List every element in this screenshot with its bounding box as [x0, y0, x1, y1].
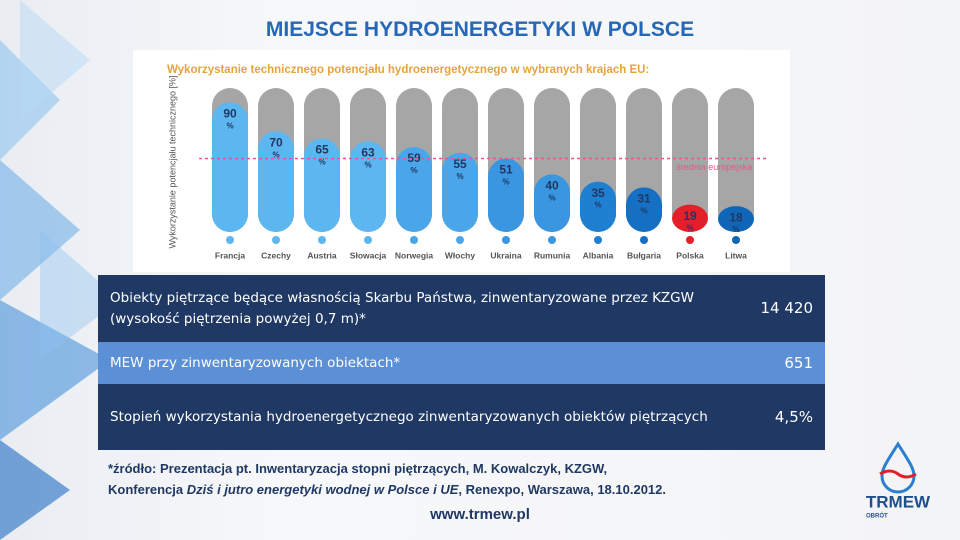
chart: Wykorzystanie technicznego potencjału hy…: [133, 50, 790, 272]
marker-dot: [686, 236, 694, 244]
table-row: Stopień wykorzystania hydroenergetyczneg…: [98, 384, 825, 450]
x-tick-label: Norwegia: [395, 250, 434, 260]
bar: [718, 206, 754, 232]
x-tick-label: Rumunia: [534, 250, 571, 260]
value-unit: %: [318, 158, 325, 167]
source-line: *źródło: Prezentacja pt. Inwentaryzacja …: [108, 461, 608, 476]
bar: [534, 174, 570, 232]
slide-title: MIEJSCE HYDROENERGETYKI W POLSCE: [265, 18, 695, 41]
x-tick-label: Czechy: [261, 250, 291, 260]
y-axis-label: Wykorzystanie potencjału technicznego [%…: [167, 75, 177, 248]
value-label: 31: [637, 192, 651, 206]
text: Konferencja: [108, 482, 187, 497]
value-unit: %: [410, 166, 417, 175]
x-tick-label: Litwa: [725, 250, 747, 260]
value-label: 51: [499, 163, 513, 177]
marker-dot: [272, 236, 280, 244]
x-tick-label: Słowacja: [350, 250, 387, 260]
bar: [488, 158, 524, 232]
table-row: Obiekty piętrzące będące własnością Skar…: [98, 275, 825, 342]
value-unit: %: [686, 224, 693, 233]
bar: [442, 152, 478, 232]
value-unit: %: [640, 206, 647, 215]
bar: [672, 204, 708, 232]
table-label: MEW przy zinwentaryzowanych obiektach*: [110, 354, 401, 371]
text: Dziś i jutro energetyki wodnej w Polsce …: [186, 482, 459, 497]
value-label: 18: [729, 210, 743, 224]
logo-sub: OBRÓT: [866, 512, 888, 520]
marker-dot: [364, 236, 372, 244]
x-tick-label: Austria: [307, 250, 337, 260]
bar-background: [718, 88, 754, 232]
value-unit: %: [272, 150, 279, 159]
table-label: Obiekty piętrzące będące własnością Skar…: [110, 289, 694, 327]
table-label: Stopień wykorzystania hydroenergetyczneg…: [110, 408, 708, 425]
marker-dot: [226, 236, 234, 244]
value-label: 19: [683, 209, 697, 223]
table: Obiekty piętrzące będące własnością Skar…: [98, 275, 825, 450]
marker-dot: [548, 236, 556, 244]
table-value: 651: [784, 353, 813, 372]
text: , Renexpo, Warszawa, 18.10.2012.: [458, 482, 667, 497]
source: *źródło: Prezentacja pt. Inwentaryzacja …: [108, 458, 666, 500]
x-tick-label: Włochy: [445, 250, 475, 260]
x-tick-label: Ukraina: [490, 250, 521, 260]
value-unit: %: [456, 172, 463, 181]
bar-background: [672, 88, 708, 232]
chart-title: Wykorzystanie technicznego potencjału hy…: [167, 64, 649, 76]
bar: [212, 102, 248, 233]
value-label: 65: [315, 143, 329, 157]
logo-text: TRMEW: [866, 492, 931, 511]
table-row: MEW przy zinwentaryzowanych obiektach* 65…: [98, 342, 825, 384]
value-label: 40: [545, 179, 559, 193]
value-label: 55: [453, 157, 467, 171]
bar: [258, 131, 294, 232]
value-label: 59: [407, 151, 421, 165]
table-value: 14 420: [760, 299, 814, 317]
value-label: 35: [591, 186, 605, 200]
bar: [304, 138, 340, 232]
value-unit: %: [226, 122, 233, 131]
logo: TRMEW OBRÓT: [866, 441, 931, 520]
marker-dot: [502, 236, 510, 244]
x-tick-label: Francja: [215, 250, 246, 260]
marker-dot: [594, 236, 602, 244]
marker-dot: [318, 236, 326, 244]
bar: [626, 187, 662, 232]
marker-dot: [410, 236, 418, 244]
marker-dot: [732, 236, 740, 244]
marker-dot: [456, 236, 464, 244]
value-label: 63: [361, 145, 375, 159]
value-unit: %: [732, 225, 739, 234]
x-tick-label: Polska: [676, 250, 704, 260]
value-unit: %: [548, 194, 555, 203]
x-tick-label: Albania: [583, 250, 614, 260]
value-unit: %: [594, 201, 601, 210]
value-unit: %: [364, 160, 371, 169]
decoration: [0, 0, 120, 540]
value-unit: %: [502, 178, 509, 187]
bar: [350, 141, 386, 232]
table-value: 4,5%: [774, 407, 813, 426]
value-label: 70: [269, 135, 283, 149]
x-tick-label: Bułgaria: [627, 250, 661, 260]
url: www.trmew.pl: [430, 506, 530, 523]
bar: [580, 181, 616, 232]
source-line: Konferencja Dziś i jutro energetyki wodn…: [108, 479, 666, 500]
value-label: 90: [223, 107, 237, 121]
average-label: średnia europejska: [676, 162, 752, 172]
marker-dot: [640, 236, 648, 244]
bar: [396, 147, 432, 232]
